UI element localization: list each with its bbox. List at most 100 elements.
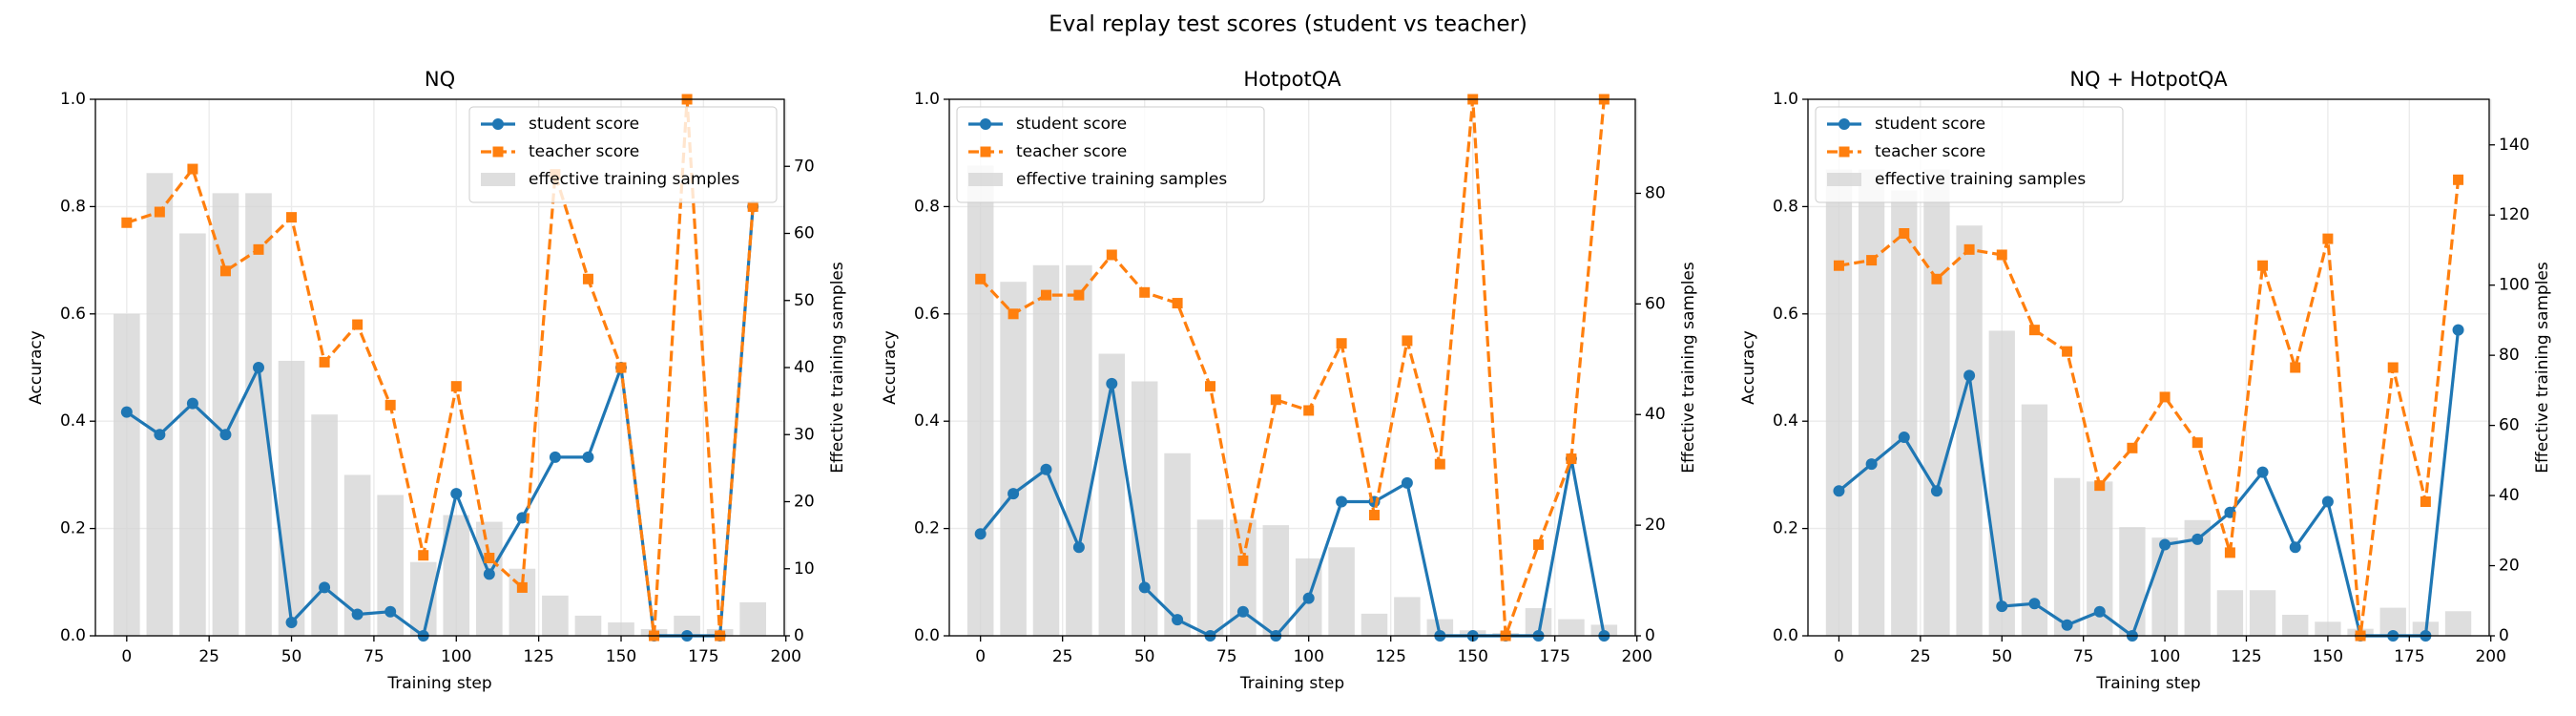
marker bbox=[1866, 255, 1878, 266]
marker bbox=[154, 429, 166, 441]
marker bbox=[1566, 453, 1577, 465]
marker bbox=[2322, 233, 2334, 244]
marker bbox=[1336, 338, 1347, 349]
x-tick-label: 125 bbox=[523, 647, 553, 666]
y-tick-label: 1.0 bbox=[1773, 90, 1798, 109]
x-tick-label: 150 bbox=[606, 647, 636, 666]
marker bbox=[2093, 605, 2106, 618]
y2-tick-label: 30 bbox=[794, 425, 815, 444]
legend-label: teacher score bbox=[1016, 142, 1127, 161]
marker bbox=[1833, 260, 1844, 271]
bar bbox=[1923, 169, 1950, 636]
y-tick-label: 0.4 bbox=[914, 411, 940, 431]
marker bbox=[352, 319, 364, 330]
marker bbox=[2256, 466, 2269, 478]
bar bbox=[1098, 353, 1126, 636]
marker bbox=[1138, 581, 1151, 594]
y2-tick-label: 60 bbox=[794, 224, 815, 243]
marker bbox=[1401, 476, 1413, 489]
marker bbox=[1434, 458, 1445, 470]
marker bbox=[384, 399, 396, 411]
marker bbox=[1930, 485, 1942, 497]
legend-marker bbox=[492, 118, 504, 130]
y2-tick-label: 0 bbox=[794, 626, 804, 645]
marker bbox=[1996, 249, 2007, 261]
marker bbox=[2453, 174, 2464, 185]
marker bbox=[319, 356, 330, 368]
legend-marker bbox=[980, 146, 991, 158]
marker bbox=[2224, 547, 2235, 558]
marker bbox=[2061, 619, 2073, 631]
bar bbox=[2249, 590, 2276, 636]
marker bbox=[1369, 510, 1381, 521]
bar bbox=[2444, 611, 2472, 636]
y-axis-label: Accuracy bbox=[27, 330, 46, 405]
y-tick-label: 0.2 bbox=[914, 519, 940, 538]
marker bbox=[1040, 463, 1052, 475]
bar bbox=[1131, 381, 1158, 636]
marker bbox=[484, 553, 495, 564]
x-axis-label: Training step bbox=[386, 674, 491, 693]
marker bbox=[1106, 249, 1117, 261]
marker bbox=[1073, 289, 1085, 301]
legend-label: teacher score bbox=[1875, 142, 1985, 161]
x-tick-label: 200 bbox=[1621, 647, 1652, 666]
marker bbox=[1172, 614, 1184, 626]
marker bbox=[1072, 541, 1085, 554]
bar bbox=[2119, 527, 2146, 636]
bar bbox=[1361, 613, 1388, 636]
legend-swatch bbox=[481, 173, 515, 186]
x-axis-label: Training step bbox=[1239, 674, 1344, 693]
bar bbox=[245, 193, 272, 636]
x-tick-label: 25 bbox=[1052, 647, 1073, 666]
bar bbox=[674, 615, 700, 636]
legend-label: teacher score bbox=[529, 142, 639, 161]
line bbox=[1839, 179, 2461, 637]
y-tick-label: 0.4 bbox=[1773, 411, 1798, 431]
bar bbox=[2315, 621, 2341, 636]
marker bbox=[2290, 362, 2301, 373]
marker bbox=[1040, 289, 1051, 301]
y-tick-label: 0.6 bbox=[914, 305, 940, 324]
x-tick-label: 125 bbox=[1375, 647, 1405, 666]
marker bbox=[450, 488, 463, 500]
bar bbox=[574, 615, 602, 636]
y2-tick-label: 120 bbox=[2499, 205, 2529, 224]
x-tick-label: 50 bbox=[1991, 647, 2012, 666]
legend-marker bbox=[1839, 146, 1850, 158]
y-tick-label: 0.8 bbox=[914, 197, 940, 216]
x-tick-label: 50 bbox=[281, 647, 302, 666]
y2-tick-label: 60 bbox=[2499, 416, 2520, 435]
marker bbox=[516, 581, 528, 593]
marker bbox=[2420, 496, 2431, 507]
bar bbox=[1858, 169, 1885, 636]
marker bbox=[2192, 437, 2203, 449]
y2-tick-label: 20 bbox=[794, 493, 815, 512]
bar bbox=[2151, 537, 2178, 636]
y-tick-label: 0.6 bbox=[1773, 305, 1798, 324]
legend-marker bbox=[492, 146, 504, 158]
legend-box bbox=[1815, 106, 2124, 203]
marker bbox=[2452, 324, 2464, 336]
marker bbox=[1008, 488, 1020, 500]
marker bbox=[582, 451, 594, 463]
y2-tick-label: 60 bbox=[1645, 294, 1666, 313]
bar bbox=[114, 313, 140, 636]
x-tick-label: 150 bbox=[1457, 647, 1487, 666]
bar bbox=[1394, 597, 1421, 636]
legend-label: student score bbox=[529, 115, 639, 134]
bar bbox=[1196, 519, 1224, 636]
y2-tick-label: 40 bbox=[2499, 486, 2520, 505]
marker bbox=[1172, 298, 1183, 309]
bar bbox=[1558, 619, 1585, 636]
marker bbox=[1996, 600, 2008, 613]
marker bbox=[286, 212, 298, 223]
marker bbox=[1237, 555, 1249, 566]
y-tick-label: 0.0 bbox=[60, 626, 86, 645]
subplot-title: NQ + HotpotQA bbox=[2069, 68, 2228, 91]
x-tick-label: 25 bbox=[1910, 647, 1931, 666]
bar bbox=[1000, 282, 1027, 636]
subplot: 0 25 50 75 100 125 150 175 2000.00.20.40.60.81.0… bbox=[1739, 68, 2552, 693]
y2-tick-label: 50 bbox=[794, 291, 815, 310]
